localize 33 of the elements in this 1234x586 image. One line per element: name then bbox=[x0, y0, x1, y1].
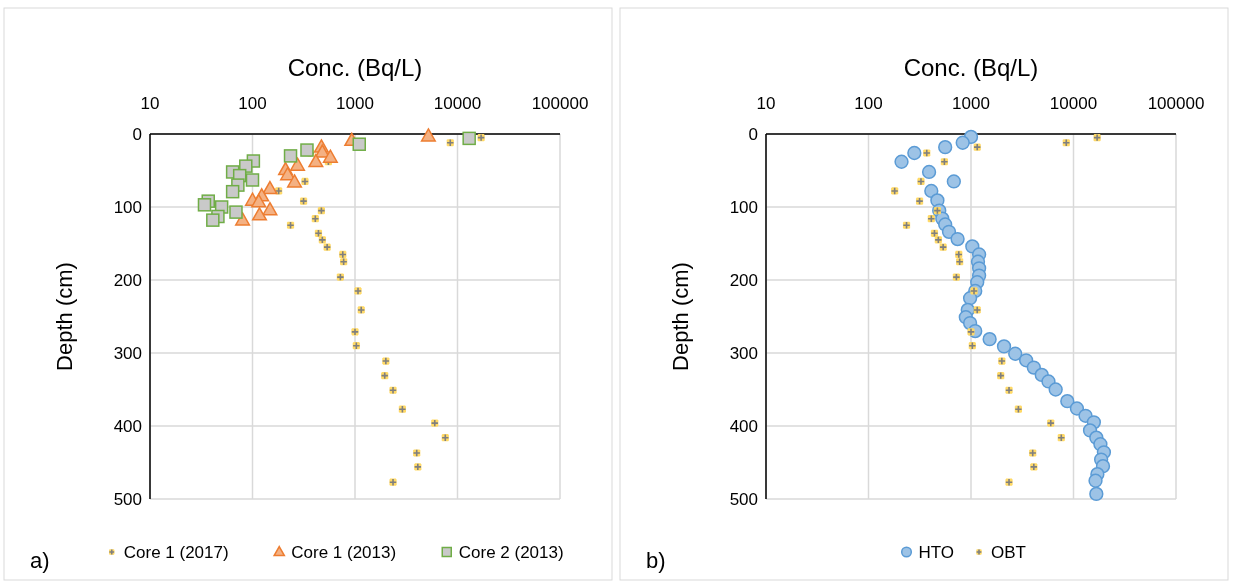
text: b) bbox=[646, 548, 666, 573]
y-tick-label: 0 bbox=[132, 124, 142, 144]
x-tick-label: 100000 bbox=[1147, 94, 1205, 113]
x-tick-label: 100000 bbox=[531, 94, 589, 113]
legend-label: Core 2 (2013) bbox=[458, 542, 564, 562]
y-tick-label: 0 bbox=[748, 124, 758, 144]
y-tick-label: 400 bbox=[113, 416, 142, 436]
legend-label: Core 1 (2013) bbox=[291, 542, 397, 562]
x-tick-label: 1000 bbox=[336, 94, 374, 113]
x-axis-title: Conc. (Bq/L) bbox=[903, 54, 1039, 81]
legend-label: OBT bbox=[991, 542, 1026, 562]
legend-label: Core 1 (2017) bbox=[123, 542, 229, 562]
y-tick-label: 100 bbox=[113, 197, 142, 217]
x-tick-label: 10 bbox=[756, 94, 776, 113]
y-axis-title: Depth (cm) bbox=[668, 262, 693, 371]
y-tick-label: 300 bbox=[113, 343, 142, 363]
x-tick-label: 100 bbox=[854, 94, 883, 113]
y-tick-label: 400 bbox=[729, 416, 758, 436]
x-tick-label: 1000 bbox=[952, 94, 990, 113]
y-tick-label: 200 bbox=[113, 270, 142, 290]
x-tick-label: 10000 bbox=[1049, 94, 1098, 113]
y-tick-label: 200 bbox=[729, 270, 758, 290]
text: a) bbox=[30, 548, 50, 573]
y-tick-label: 100 bbox=[729, 197, 758, 217]
x-tick-label: 10000 bbox=[433, 94, 482, 113]
x-tick-label: 10 bbox=[140, 94, 160, 113]
x-tick-label: 100 bbox=[238, 94, 267, 113]
x-axis-title: Conc. (Bq/L) bbox=[287, 54, 423, 81]
y-axis-title: Depth (cm) bbox=[52, 262, 77, 371]
legend-label: HTO bbox=[918, 542, 955, 562]
y-tick-label: 500 bbox=[113, 489, 142, 509]
y-tick-label: 300 bbox=[729, 343, 758, 363]
y-tick-label: 500 bbox=[729, 489, 758, 509]
